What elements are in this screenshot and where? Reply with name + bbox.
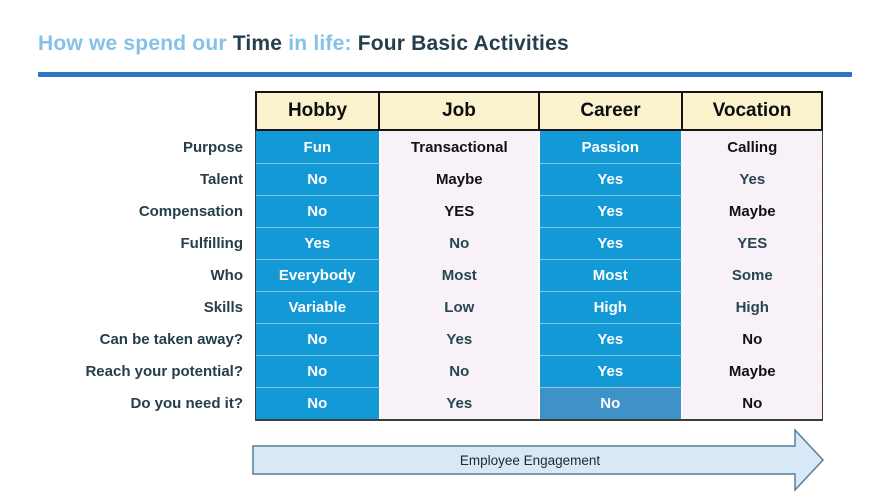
page-title: How we spend our Time in life: Four Basi… [38,32,569,56]
employee-engagement-arrow: Employee Engagement [250,427,860,498]
table-cell: Low [380,291,540,323]
table-cell: No [256,355,381,387]
table-row: No No Yes Maybe [256,355,822,387]
title-segment: Time [232,32,283,55]
row-label: Do you need it? [130,394,244,412]
table-cell: Most [380,259,540,291]
table-cell: No [256,323,381,355]
table-row: Variable Low High High [256,291,822,323]
table-row: Everybody Most Most Some [256,259,822,291]
arrow-label: Employee Engagement [460,453,601,468]
table-row: Fun Transactional Passion Calling [256,131,822,163]
column-header-job: Job [380,91,540,131]
table-cell: Passion [540,131,683,163]
table-header-row: Hobby Job Career Vocation [255,91,823,131]
column-header-hobby: Hobby [255,91,380,131]
row-label: Who [210,266,243,284]
title-segment: How we spend our [38,32,233,55]
right-arrow-shape [252,428,825,492]
title-segment: in life: [282,32,358,55]
row-label: Reach your potential? [85,362,243,380]
title-underline-divider [38,72,852,77]
table-cell: Yes [540,227,683,259]
table-cell: No [256,163,381,195]
table-cell: No [682,323,822,355]
table-cell: Everybody [256,259,381,291]
table-cell: Maybe [682,355,822,387]
row-label: Fulfilling [180,234,243,252]
table-row: No YES Yes Maybe [256,195,822,227]
row-label: Purpose [182,138,243,156]
table-cell: Some [682,259,822,291]
table-cell: Yes [256,227,381,259]
table-cell: Yes [540,323,683,355]
table-body: Fun Transactional Passion Calling No Maybe Yes… [255,131,823,421]
table-cell: High [540,291,683,323]
four-activities-table: Hobby Job Career Vocation Fun Transactional P… [255,91,823,421]
table-row: No Yes No No [256,387,822,419]
table-cell: Maybe [380,163,540,195]
column-header-vocation: Vocation [683,91,823,131]
row-label: Talent [199,170,243,188]
row-label: Skills [203,298,243,316]
row-label: Compensation [138,202,243,220]
table-cell: Yes [540,355,683,387]
table-row: No Maybe Yes Yes [256,163,822,195]
table-cell: No [380,227,540,259]
row-label: Can be taken away? [99,330,243,348]
table-cell: Fun [256,131,381,163]
table-row: Yes No Yes YES [256,227,822,259]
table-cell: YES [380,195,540,227]
table-cell: Most [540,259,683,291]
row-label-column: Purpose Talent Compensation Fulfilling Who Sk… [0,131,243,419]
table-cell: No [540,387,683,419]
table-cell: YES [682,227,822,259]
table-cell: Calling [682,131,822,163]
table-cell: No [380,355,540,387]
title-segment: Four Basic Activities [357,32,569,55]
table-cell: Transactional [380,131,540,163]
table-cell: Yes [682,163,822,195]
column-header-career: Career [540,91,683,131]
table-row: No Yes Yes No [256,323,822,355]
table-cell: Variable [256,291,381,323]
table-cell: Yes [540,163,683,195]
table-cell: Maybe [682,195,822,227]
table-cell: High [682,291,822,323]
table-cell: Yes [380,323,540,355]
table-cell: Yes [380,387,540,419]
table-cell: No [256,387,381,419]
table-cell: No [682,387,822,419]
table-cell: Yes [540,195,683,227]
table-cell: No [256,195,381,227]
